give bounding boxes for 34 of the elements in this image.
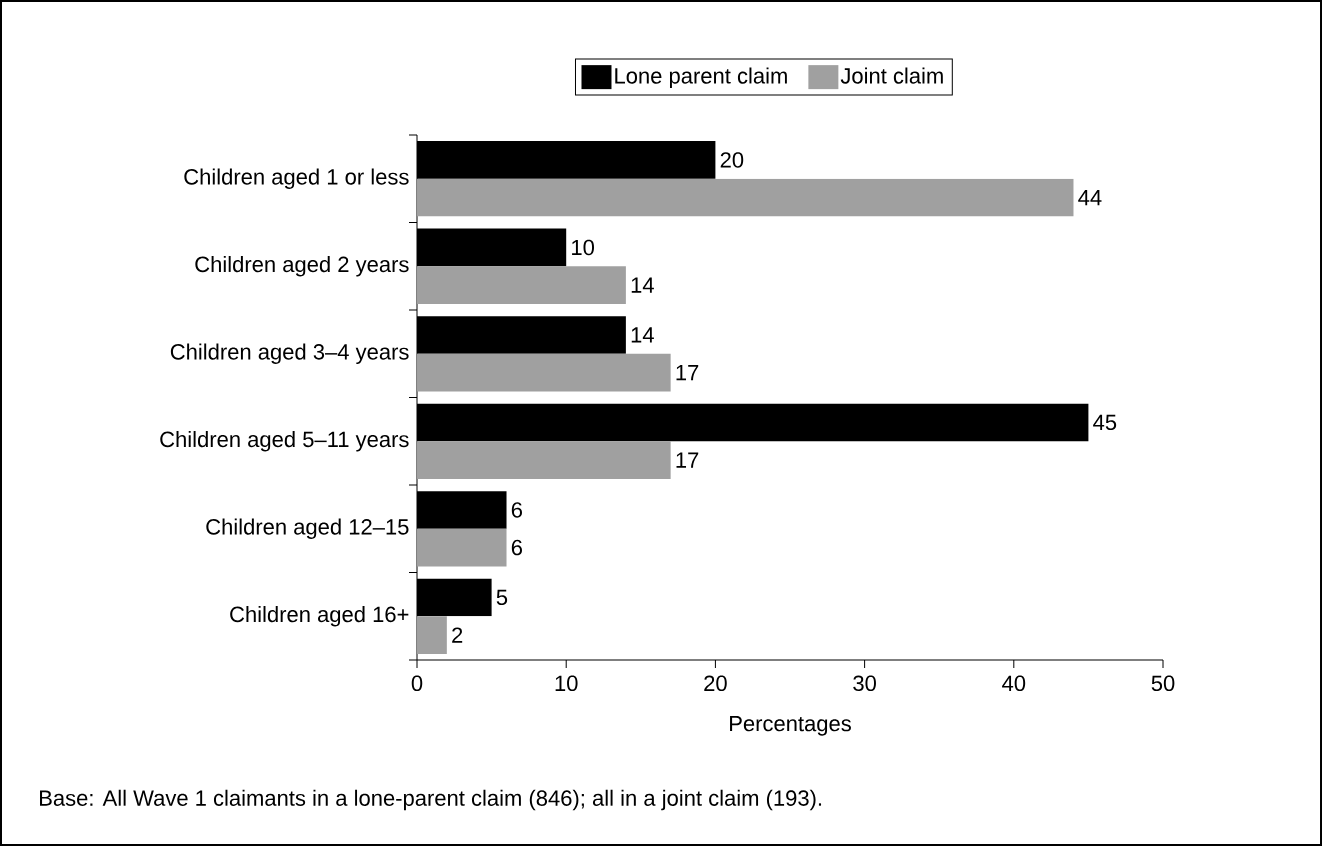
x-tick-label: 20	[704, 675, 727, 692]
data-label: 14	[631, 327, 654, 343]
x-axis-title: Percentages	[730, 715, 851, 736]
x-tick-label: 50	[1151, 675, 1175, 692]
data-label: 17	[676, 365, 699, 381]
x-tick-label: 10	[555, 675, 578, 692]
y-tick-label: Children aged 3–4 years	[170, 343, 409, 364]
text: Base: All Wave 1 claimants in a lone-parent claim (846); all in a joint claim (193).	[40, 789, 822, 811]
data-label: 2	[452, 627, 463, 643]
bar	[417, 353, 671, 392]
legend-label: Joint claim	[840, 67, 943, 84]
data-label: 5	[496, 589, 508, 606]
data-label: 14	[631, 277, 654, 293]
bar	[417, 178, 1074, 217]
data-label: 6	[511, 539, 522, 556]
y-tick-label: Children aged 2 years	[195, 255, 409, 277]
y-tick-label: Children aged 12–15	[206, 518, 409, 540]
x-tick-label: 40	[1002, 675, 1026, 692]
bar	[417, 266, 626, 304]
data-label: 44	[1078, 190, 1102, 206]
y-tick-label: Children aged 16+	[230, 605, 409, 627]
data-label: 10	[572, 239, 595, 256]
data-label: 20	[720, 152, 744, 168]
x-tick-label: 30	[853, 675, 876, 692]
y-tick-label: Children aged 1 or less	[184, 168, 409, 189]
y-tick-label: Children aged 5–11 years	[160, 430, 409, 452]
bar	[417, 441, 671, 479]
data-label: 45	[1093, 414, 1117, 431]
data-label: 17	[676, 452, 699, 468]
bar	[417, 616, 447, 654]
legend-label: Lone parent claim	[615, 67, 787, 89]
data-label: 6	[511, 502, 522, 518]
x-tick-label: 0	[411, 675, 423, 692]
bar	[417, 528, 507, 567]
